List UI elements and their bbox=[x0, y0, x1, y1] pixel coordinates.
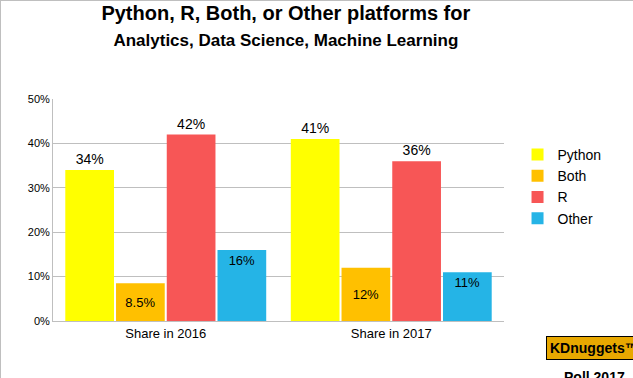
svg-text:R: R bbox=[558, 189, 568, 205]
svg-text:34%: 34% bbox=[76, 151, 104, 167]
svg-text:10%: 10% bbox=[28, 270, 50, 282]
svg-text:16%: 16% bbox=[229, 253, 255, 268]
svg-text:Other: Other bbox=[558, 211, 593, 227]
svg-text:Share in 2017: Share in 2017 bbox=[351, 326, 432, 341]
svg-text:0%: 0% bbox=[34, 315, 50, 327]
svg-text:12%: 12% bbox=[353, 287, 379, 302]
svg-text:30%: 30% bbox=[28, 182, 50, 194]
svg-text:Both: Both bbox=[558, 168, 587, 184]
svg-text:36%: 36% bbox=[403, 142, 431, 158]
svg-text:Python, R, Both, or Other plat: Python, R, Both, or Other platforms forA… bbox=[101, 2, 470, 50]
svg-text:Poll 2017: Poll 2017 bbox=[564, 369, 625, 378]
svg-text:8.5%: 8.5% bbox=[125, 295, 155, 310]
svg-text:42%: 42% bbox=[177, 116, 205, 132]
svg-text:20%: 20% bbox=[28, 226, 50, 238]
svg-text:11%: 11% bbox=[455, 275, 480, 290]
svg-text:Share in 2016: Share in 2016 bbox=[125, 326, 206, 341]
svg-text:50%: 50% bbox=[28, 93, 50, 105]
svg-text:40%: 40% bbox=[28, 137, 50, 149]
svg-text:41%: 41% bbox=[301, 120, 329, 136]
svg-text:Python: Python bbox=[558, 147, 602, 163]
svg-text:KDnuggets™: KDnuggets™ bbox=[550, 340, 633, 356]
